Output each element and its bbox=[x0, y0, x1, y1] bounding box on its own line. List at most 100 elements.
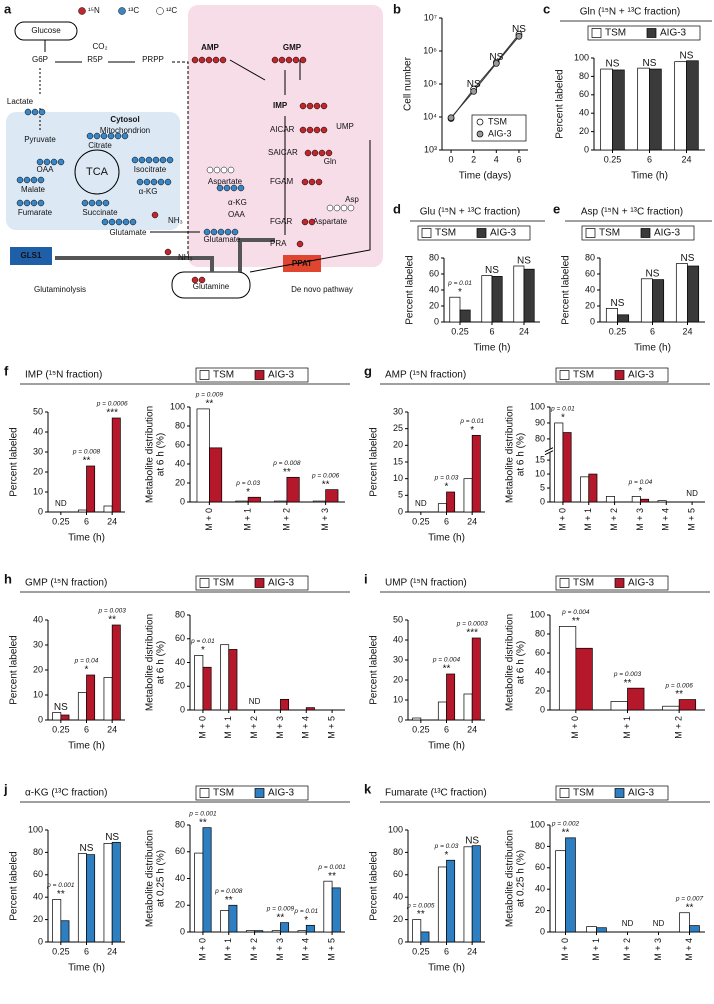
atom bbox=[138, 156, 146, 164]
p-value: p = 0.006 bbox=[311, 472, 340, 479]
bar bbox=[678, 699, 697, 711]
bar bbox=[202, 666, 212, 711]
significance: ** bbox=[225, 895, 233, 906]
x-tick-label: M + 2 bbox=[674, 716, 684, 739]
significance: * bbox=[85, 665, 89, 676]
bar bbox=[675, 263, 688, 323]
legend-swatch bbox=[476, 228, 487, 238]
legend-dot bbox=[118, 7, 126, 15]
legend-swatch bbox=[646, 28, 657, 38]
y-tick-label: 50 bbox=[393, 614, 403, 624]
x-tick-label: 24 bbox=[519, 326, 529, 336]
y-tick-label: 80 bbox=[175, 609, 185, 619]
legend-label: AIG-3 bbox=[628, 578, 655, 589]
legend-dot bbox=[156, 7, 164, 15]
diagram-label: Pyruvate bbox=[24, 135, 56, 144]
diagram-label: AMP bbox=[201, 43, 219, 52]
x-axis-label: Time (days) bbox=[459, 171, 511, 182]
significance: ** bbox=[283, 467, 291, 478]
bar bbox=[111, 841, 121, 943]
panel-label: e bbox=[553, 201, 560, 216]
y-tick-label: 10⁷ bbox=[424, 12, 437, 22]
y-axis-label: Percent labeled bbox=[9, 635, 20, 705]
point bbox=[447, 114, 455, 122]
legend-box bbox=[581, 225, 695, 241]
y-tick-label: 80 bbox=[33, 847, 43, 857]
y-tick-label: 40 bbox=[429, 284, 439, 294]
x-tick-label: 0.25 bbox=[451, 326, 469, 336]
bar bbox=[235, 500, 249, 503]
significance: ** bbox=[83, 456, 91, 467]
y-tick-label: 80 bbox=[585, 252, 595, 262]
atom bbox=[164, 178, 172, 186]
p-value: p = 0.008 bbox=[72, 449, 101, 456]
bar bbox=[481, 275, 493, 323]
y-tick-label: 50 bbox=[33, 406, 43, 416]
diagram-label: OAA bbox=[37, 165, 55, 174]
panel-label: d bbox=[393, 201, 401, 216]
bar bbox=[463, 693, 473, 721]
arrow bbox=[55, 256, 214, 272]
y-tick-label: 10 bbox=[393, 694, 403, 704]
atom bbox=[237, 184, 245, 192]
y-axis-label: Percent labeled bbox=[555, 69, 566, 139]
p-value: p = 0.004 bbox=[561, 609, 590, 616]
significance: ** bbox=[417, 909, 425, 920]
significance: NS bbox=[489, 52, 503, 63]
bar bbox=[631, 496, 641, 503]
bar bbox=[637, 67, 650, 151]
y-tick-label: 100 bbox=[170, 401, 185, 411]
legend-marker bbox=[476, 118, 484, 126]
x-tick-label: 0 bbox=[449, 154, 454, 164]
bar bbox=[77, 853, 87, 943]
series-line bbox=[450, 35, 520, 119]
bar bbox=[111, 417, 121, 513]
atom bbox=[101, 218, 109, 226]
y-tick-label: 40 bbox=[33, 426, 43, 436]
y-axis-label: at 6 h (%) bbox=[516, 641, 527, 684]
p-value: p = 0.0006 bbox=[96, 401, 128, 408]
y-tick-label: 0 bbox=[584, 144, 589, 154]
x-tick-label: 6 bbox=[650, 326, 655, 336]
p-value: p = 0.03 bbox=[235, 480, 260, 487]
bar bbox=[640, 498, 650, 503]
bar bbox=[463, 846, 473, 943]
diagram-label: α-KG bbox=[139, 187, 158, 196]
diagram-label: Lactate bbox=[7, 97, 34, 106]
point bbox=[515, 32, 523, 40]
atom bbox=[320, 102, 328, 110]
y-tick-label: 0 bbox=[540, 926, 545, 936]
y-tick-label: 0 bbox=[180, 496, 185, 506]
diagram-label: Malate bbox=[21, 185, 46, 194]
arrow bbox=[238, 238, 275, 272]
legend-swatch bbox=[585, 228, 596, 238]
y-axis-label: at 6 h (%) bbox=[156, 433, 167, 476]
significance: * bbox=[304, 915, 308, 926]
x-tick-label: M + 5 bbox=[686, 508, 696, 531]
y-axis-label: Metabolite distribution bbox=[145, 614, 156, 711]
atom bbox=[38, 108, 46, 116]
atom bbox=[315, 178, 323, 186]
x-tick-label: 24 bbox=[467, 724, 477, 734]
significance: ** bbox=[199, 817, 207, 828]
atom bbox=[30, 199, 38, 207]
legend-swatch bbox=[199, 578, 210, 588]
atom bbox=[198, 56, 206, 64]
panel-title: Fumarate (¹³C fraction) bbox=[385, 788, 487, 799]
atom bbox=[271, 56, 279, 64]
legend-label: TSM bbox=[435, 228, 456, 239]
atom bbox=[313, 102, 321, 110]
bar bbox=[605, 496, 615, 503]
x-tick-label: M + 2 bbox=[249, 938, 259, 961]
y-axis-label: Cell number bbox=[403, 56, 414, 111]
bar bbox=[596, 927, 607, 933]
y-axis-label: at 0.25 h (%) bbox=[516, 850, 527, 907]
y-tick-label: 40 bbox=[175, 873, 185, 883]
atom bbox=[220, 166, 228, 174]
arrow bbox=[172, 61, 189, 255]
atom bbox=[50, 158, 58, 166]
bar bbox=[459, 309, 471, 323]
bar bbox=[471, 434, 481, 513]
y-tick-label: 10 bbox=[393, 473, 403, 483]
x-tick-label: 24 bbox=[467, 516, 477, 526]
